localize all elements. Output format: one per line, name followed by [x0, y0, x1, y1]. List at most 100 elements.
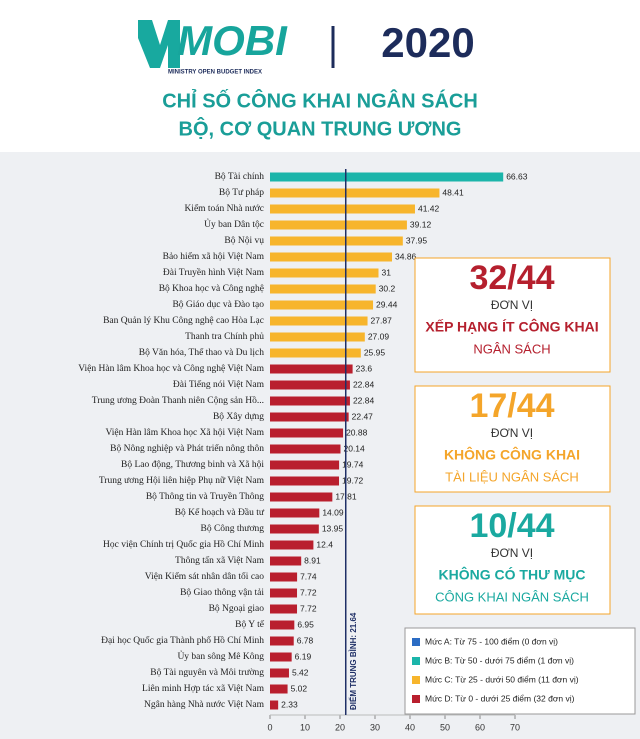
value-label: 22.84	[353, 395, 375, 405]
bar	[270, 508, 320, 518]
category-label: Bộ Xây dựng	[213, 412, 264, 422]
bar	[270, 492, 333, 502]
category-label: Đài Tiếng nói Việt Nam	[173, 379, 265, 390]
category-label: Bộ Ngoại giao	[209, 604, 265, 614]
bar	[270, 684, 288, 694]
bar	[270, 652, 292, 662]
value-label: 7.74	[300, 571, 317, 581]
category-label: Bộ Công thương	[201, 524, 265, 534]
value-label: 6.95	[297, 619, 314, 629]
category-label: Bộ Tài chính	[215, 172, 265, 182]
bar	[270, 540, 314, 550]
category-label: Bộ Kế hoạch và Đầu tư	[175, 507, 265, 518]
category-label: Bộ Nông nghiệp và Phát triển nông thôn	[110, 443, 264, 454]
value-label: 5.02	[291, 683, 308, 693]
category-label: Ngân hàng Nhà nước Việt Nam	[144, 700, 265, 710]
value-label: 14.09	[322, 507, 344, 517]
category-label: Liên minh Hợp tác xã Việt Nam	[142, 684, 265, 694]
legend-label: Mức B: Từ 50 - dưới 75 điểm (1 đơn vị)	[425, 655, 574, 665]
category-label: Học viện Chính trị Quốc gia Hồ Chí Minh	[103, 539, 264, 550]
value-label: 8.91	[304, 555, 321, 565]
value-label: 41.42	[418, 203, 440, 213]
bar	[270, 188, 440, 198]
value-label: 27.09	[368, 331, 390, 341]
category-label: Bộ Khoa học và Công nghệ	[159, 284, 264, 294]
title-line: CHỈ SỐ CÔNG KHAI NGÂN SÁCH	[162, 88, 478, 112]
value-label: 19.74	[342, 459, 364, 469]
x-tick-label: 60	[475, 722, 485, 732]
category-label: Bộ Nội vụ	[224, 236, 264, 246]
legend-label: Mức D: Từ 0 - dưới 25 điểm (32 đơn vị)	[425, 693, 575, 703]
bar	[270, 604, 298, 614]
category-label: Viện Hàn lâm Khoa học và Công nghệ Việt …	[78, 364, 264, 374]
bar	[270, 620, 295, 630]
bar	[270, 572, 298, 582]
category-label: Bộ Y tế	[235, 619, 265, 630]
value-label: 12.4	[316, 539, 333, 549]
value-label: 20.14	[343, 443, 365, 453]
callout-count: 10/44	[469, 507, 554, 545]
callout-count: 17/44	[469, 387, 554, 425]
callout-line: TÀI LIỆU NGÂN SÁCH	[445, 469, 579, 484]
value-label: 20.88	[346, 427, 368, 437]
category-label: Đại học Quốc gia Thành phố Hồ Chí Minh	[101, 635, 264, 646]
bar	[270, 588, 298, 598]
bar	[270, 364, 353, 374]
value-label: 13.95	[322, 523, 344, 533]
bar	[270, 316, 368, 326]
value-label: 23.6	[356, 363, 373, 373]
category-label: Bộ Thông tin và Truyền Thông	[146, 491, 264, 502]
bar	[270, 412, 349, 422]
category-label: Bộ Văn hóa, Thể thao và Du lịch	[139, 347, 264, 358]
category-label: Bộ Tư pháp	[219, 188, 264, 198]
bar	[270, 476, 340, 486]
value-label: 30.2	[379, 283, 396, 293]
callout-line: KHÔNG CÓ THƯ MỤC	[439, 566, 586, 583]
value-label: 66.63	[506, 171, 528, 181]
bar	[270, 172, 504, 182]
bar	[270, 252, 393, 262]
callout-unit: ĐƠN VỊ	[491, 298, 533, 312]
value-label: 39.12	[410, 219, 432, 229]
callout-line: CÔNG KHAI NGÂN SÁCH	[435, 589, 589, 604]
value-label: 2.33	[281, 699, 298, 709]
value-label: 7.72	[300, 603, 317, 613]
category-label: Trung ương Hội liên hiệp Phụ nữ Việt Nam	[99, 476, 265, 486]
value-label: 5.42	[292, 667, 309, 677]
category-label: Viện Hàn lâm Khoa học Xã hội Việt Nam	[105, 428, 264, 438]
legend-swatch	[412, 638, 420, 646]
legend-swatch	[412, 657, 420, 665]
value-label: 22.84	[353, 379, 375, 389]
bar	[270, 204, 415, 214]
category-label: Kiểm toán Nhà nước	[184, 203, 264, 214]
value-label: 34.86	[395, 251, 417, 261]
callout-unit: ĐƠN VỊ	[491, 426, 533, 440]
value-label: 31	[382, 267, 392, 277]
callout-line: KHÔNG CÔNG KHAI	[444, 446, 580, 463]
category-label: Trung ương Đoàn Thanh niên Cộng sản Hồ..…	[92, 395, 264, 406]
bar	[270, 700, 279, 710]
category-label: Bộ Giáo dục và Đào tạo	[172, 300, 264, 310]
value-label: 6.78	[297, 635, 314, 645]
value-label: 7.72	[300, 587, 317, 597]
bar	[270, 284, 376, 294]
x-tick-label: 0	[267, 722, 272, 732]
callout-box	[414, 257, 611, 373]
bar	[270, 268, 379, 278]
x-tick-label: 70	[510, 722, 520, 732]
legend-swatch	[412, 695, 420, 703]
category-label: Bộ Lao động, Thương binh và Xã hội	[121, 460, 264, 470]
bar	[270, 556, 302, 566]
bar	[270, 636, 294, 646]
bar	[270, 444, 341, 454]
logo: MOBI	[177, 17, 288, 64]
category-label: Bộ Tài nguyên và Môi trường	[150, 668, 264, 678]
value-label: 25.95	[364, 347, 386, 357]
bar	[270, 380, 350, 390]
value-label: 37.95	[406, 235, 428, 245]
category-label: Viện Kiểm sát nhân dân tối cao	[145, 571, 264, 582]
category-label: Bảo hiểm xã hội Việt Nam	[163, 251, 265, 262]
value-label: 29.44	[376, 299, 398, 309]
value-label: 6.19	[295, 651, 312, 661]
